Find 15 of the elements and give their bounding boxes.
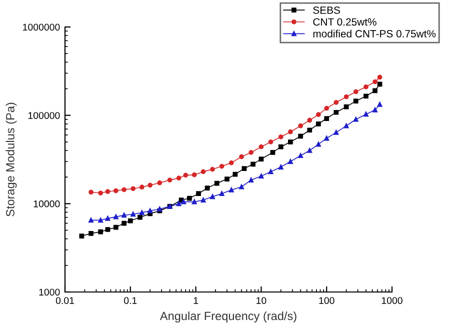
y-tick-label: 1000000 [23, 24, 60, 31]
legend-label: CNT 0.25wt% [313, 18, 376, 26]
x-tick-label: 0.1 [124, 297, 137, 304]
legend-label: modified CNT-PS 0.75wt% [313, 30, 436, 38]
legend-label: SEBS [313, 6, 340, 14]
x-tick-label: 1 [194, 297, 198, 304]
x-tick-label: 100 [319, 297, 334, 304]
x-tick-label: 10 [256, 297, 266, 304]
x-tick-label: 1000 [382, 297, 402, 304]
y-tick-label: 100000 [28, 112, 60, 119]
y-tick-label: 10000 [34, 200, 60, 208]
y-tick-label: 1000 [39, 288, 60, 296]
y-axis-title: Storage Modulus (Pa) [6, 102, 17, 216]
x-axis-title: Angular Frequency (rad/s) [160, 311, 296, 322]
x-tick-label: 0.01 [56, 297, 74, 304]
